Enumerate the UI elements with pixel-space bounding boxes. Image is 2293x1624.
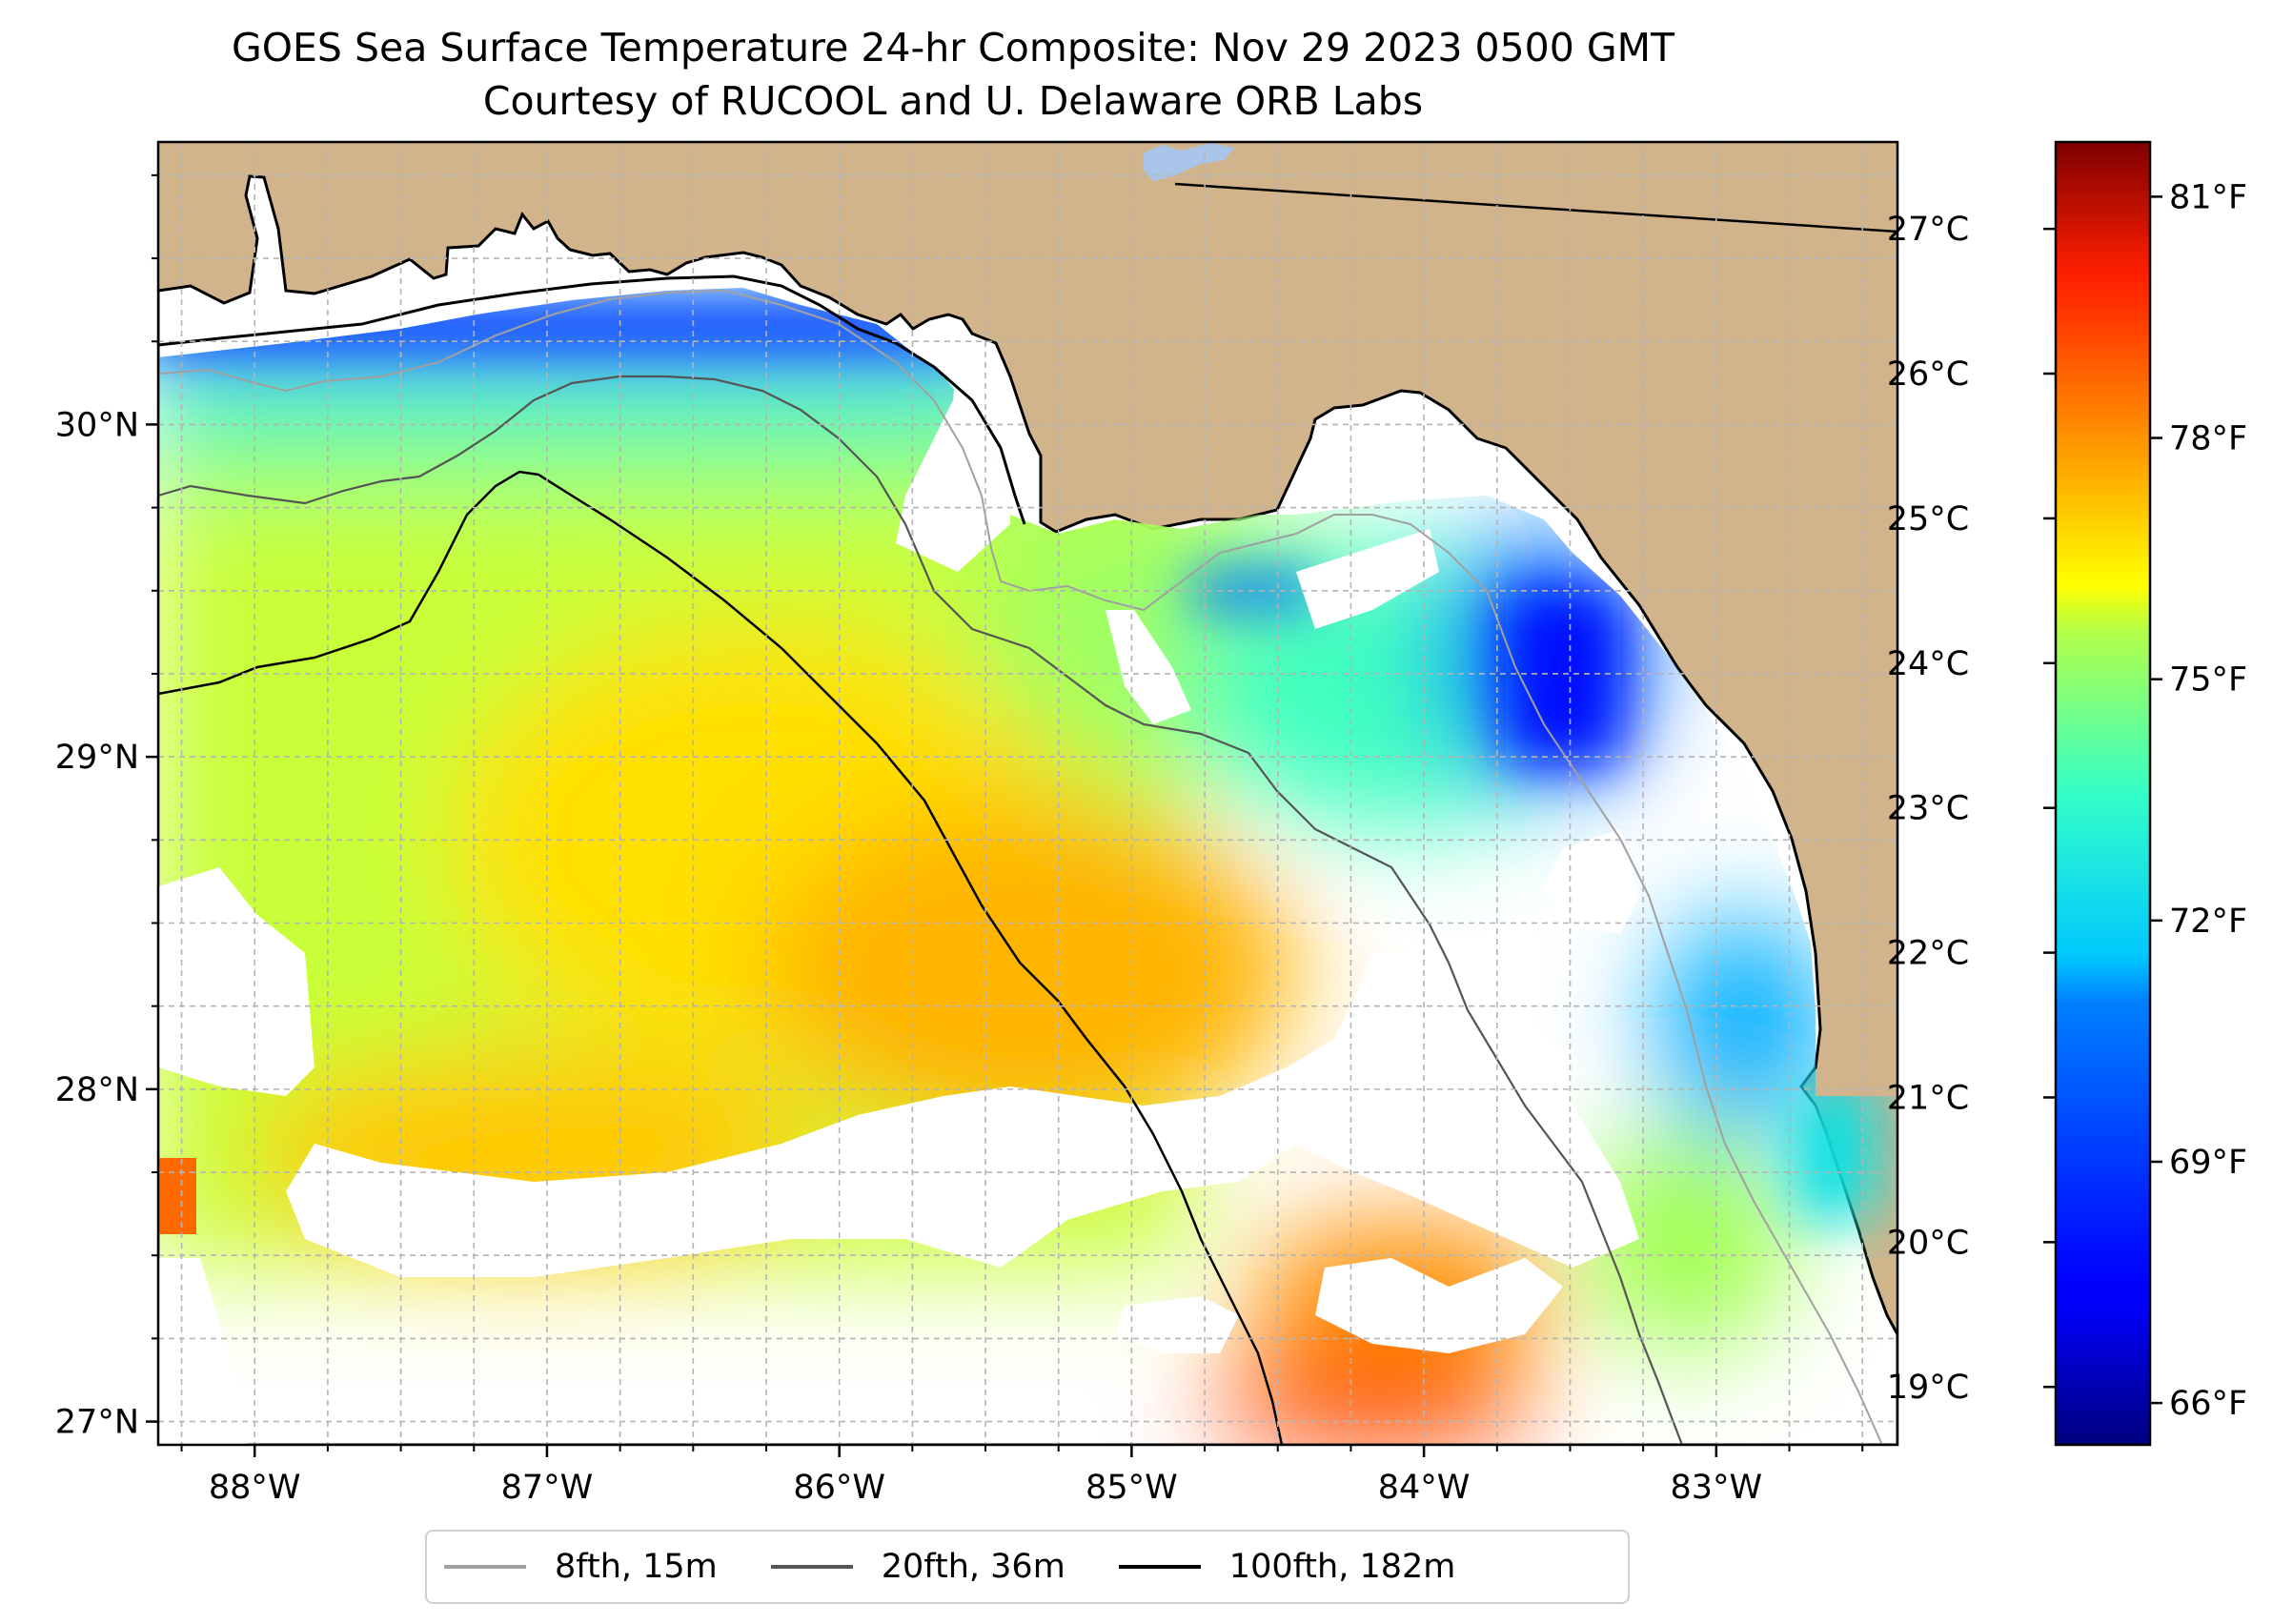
celsius-tick-label: 19°C	[1887, 1369, 1969, 1407]
legend-label: 8fth, 15m	[555, 1548, 718, 1586]
fahrenheit-tick-label: 69°F	[2169, 1144, 2247, 1182]
state-border	[1174, 182, 1897, 233]
lat-tick-label: 28°N	[55, 1071, 139, 1109]
lon-tick-label: 87°W	[501, 1469, 594, 1507]
fahrenheit-tick-label: 78°F	[2169, 420, 2247, 458]
longitude-axis: 88°W 87°W 86°W 85°W 84°W 83°W	[180, 1445, 1864, 1507]
lat-tick-label: 29°N	[55, 739, 139, 777]
celsius-tick-label: 21°C	[1887, 1079, 1969, 1117]
legend-item-20fth: 20fth, 36m	[770, 1548, 1065, 1586]
lon-tick-label: 88°W	[209, 1469, 301, 1507]
fahrenheit-tick-label: 72°F	[2169, 903, 2247, 941]
map-frame	[156, 140, 1899, 1447]
contour-8fth	[158, 289, 1883, 1445]
celsius-tick-label: 27°C	[1887, 211, 1969, 249]
colorbar	[2054, 140, 2152, 1447]
legend-item-100fth: 100fth, 182m	[1118, 1548, 1456, 1586]
legend-label: 20fth, 36m	[881, 1548, 1065, 1586]
latitude-axis: 30°N 29°N 28°N 27°N	[55, 173, 158, 1442]
lake-patch	[1144, 143, 1234, 181]
lon-tick-label: 85°W	[1086, 1469, 1178, 1507]
lon-tick-label: 84°W	[1378, 1469, 1471, 1507]
fahrenheit-tick-label: 75°F	[2169, 661, 2247, 700]
sst-edge-patch	[158, 1158, 196, 1234]
lon-tick-label: 83°W	[1671, 1469, 1763, 1507]
contour-legend: 8fth, 15m 20fth, 36m 100fth, 182m	[425, 1530, 1630, 1604]
legend-line-icon	[770, 1565, 853, 1569]
lat-tick-label: 27°N	[55, 1404, 139, 1442]
gridlines	[158, 142, 1897, 1445]
contour-100fth	[158, 470, 1284, 1445]
celsius-tick-label: 20°C	[1887, 1224, 1969, 1262]
celsius-tick-label: 23°C	[1887, 790, 1969, 828]
sst-field	[158, 288, 1877, 1445]
contour-20fth	[158, 375, 1684, 1445]
fahrenheit-tick-label: 81°F	[2169, 178, 2247, 216]
colorbar-celsius-axis: 27°C 26°C 25°C 24°C 23°C 22°C 21°C 20°C 19°C	[1887, 211, 2056, 1407]
map-title: GOES Sea Surface Temperature 24-hr Compo…	[231, 25, 1675, 71]
fahrenheit-tick-label: 66°F	[2169, 1385, 2247, 1423]
celsius-tick-label: 22°C	[1887, 935, 1969, 973]
celsius-tick-label: 25°C	[1887, 500, 1969, 538]
celsius-tick-label: 26°C	[1887, 355, 1969, 394]
legend-item-8fth: 8fth, 15m	[444, 1548, 718, 1586]
lon-tick-label: 86°W	[793, 1469, 885, 1507]
celsius-tick-label: 24°C	[1887, 645, 1969, 683]
legend-label: 100fth, 182m	[1228, 1548, 1456, 1586]
lat-tick-label: 30°N	[55, 406, 139, 444]
map-subtitle: Courtesy of RUCOOL and U. Delaware ORB L…	[482, 78, 1424, 124]
legend-line-icon	[444, 1565, 526, 1569]
colorbar-fahrenheit-axis: 81°F 78°F 75°F 72°F 69°F 66°F	[2150, 178, 2247, 1423]
legend-line-icon	[1118, 1565, 1201, 1569]
coastline	[158, 274, 1026, 525]
